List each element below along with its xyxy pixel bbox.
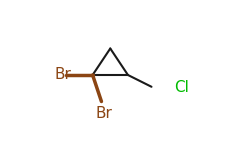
Text: Br: Br bbox=[54, 68, 71, 82]
Text: Cl: Cl bbox=[174, 80, 189, 95]
Text: Br: Br bbox=[96, 106, 113, 121]
